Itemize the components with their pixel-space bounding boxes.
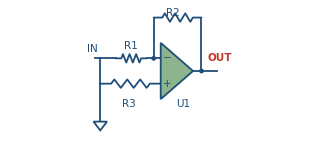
Text: R2: R2 bbox=[167, 8, 180, 18]
Text: R3: R3 bbox=[121, 99, 135, 109]
Text: IN: IN bbox=[87, 44, 98, 54]
Text: OUT: OUT bbox=[208, 53, 232, 63]
Text: U1: U1 bbox=[176, 99, 190, 109]
Text: −: − bbox=[163, 53, 172, 63]
Circle shape bbox=[200, 69, 203, 73]
Text: +: + bbox=[163, 79, 172, 89]
Text: R1: R1 bbox=[124, 41, 138, 51]
Polygon shape bbox=[94, 122, 107, 130]
Circle shape bbox=[152, 57, 155, 60]
Polygon shape bbox=[161, 43, 193, 99]
